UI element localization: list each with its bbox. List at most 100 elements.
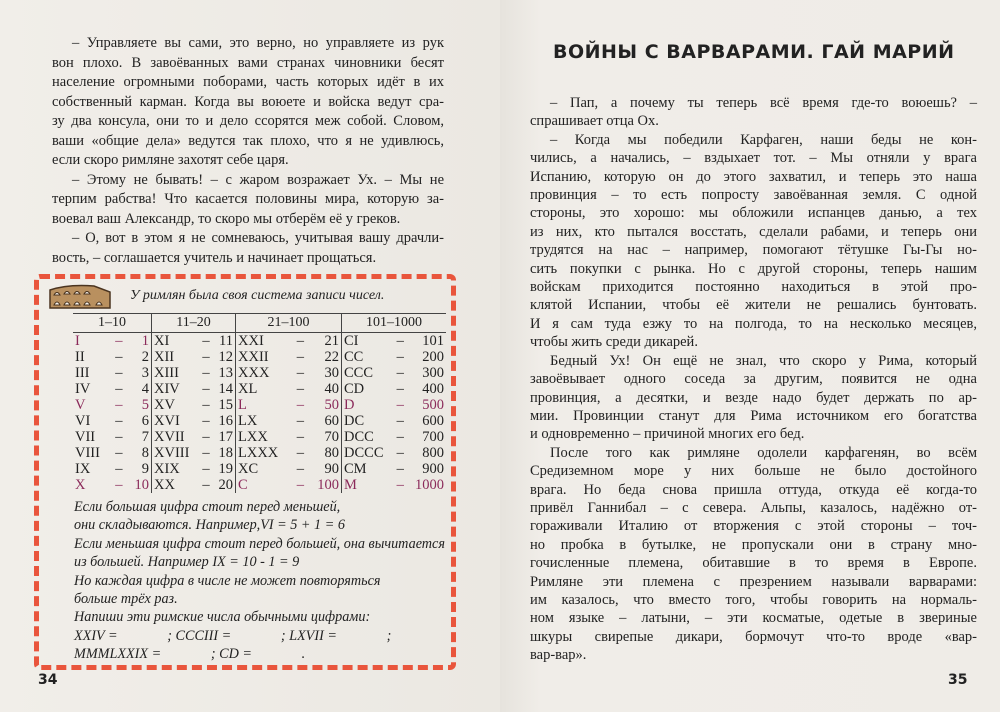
arabic-number: 11	[219, 333, 233, 349]
dash: –	[202, 397, 210, 413]
arabic-number: 9	[141, 461, 149, 477]
roman-numeral: II	[75, 349, 85, 365]
table-row: V –5 XV –15 L –50 D –500	[73, 397, 446, 413]
roman-numeral: LX	[235, 413, 294, 429]
table-row: IV –4 XIV –14 XL –40 CD –400	[73, 381, 446, 397]
text-line: терпим рабства! Что касается половины ми…	[52, 191, 444, 207]
roman-numeral: XC	[235, 461, 294, 477]
text-line: войскам приходится постоянно находиться …	[530, 279, 977, 296]
text-line: И я сам туда езжу то на полгода, то на н…	[530, 315, 977, 332]
roman-numeral: XX	[151, 477, 200, 493]
table-row: III –3 XIII –13 XXX –30 CCC –300	[73, 365, 446, 381]
dash: –	[202, 445, 210, 461]
text-line: гочисленные племена, обитавшие в то врем…	[530, 555, 977, 572]
dash: –	[202, 349, 210, 365]
text-line: собственный карман. Когда вы воюете и во…	[52, 93, 444, 110]
dash: –	[202, 477, 210, 493]
dash: –	[396, 333, 404, 349]
table-row: VII –7 XVII –17 LXX –70 DCC –700	[73, 429, 446, 445]
roman-numeral: IV	[75, 381, 91, 397]
text-line: шкуры свирепые дикари, бормочут что-то в…	[530, 628, 977, 645]
table-header: 21–100	[235, 313, 342, 333]
text-line: После того как римляне одолели карфагеня…	[550, 444, 977, 461]
arabic-number: 14	[218, 381, 234, 397]
text-line: провинция, а десятки, и везде надо будет…	[530, 389, 977, 406]
text-line: Бедный Ух! Он ещё не знал, что скоро у Р…	[550, 352, 977, 369]
arabic-number: 200	[422, 349, 444, 365]
roman-numeral: CD	[340, 381, 394, 397]
arabic-number: 100	[317, 477, 339, 493]
dash: –	[296, 365, 305, 381]
arabic-number: 800	[422, 445, 444, 461]
rule-line: XXIV = ; CCCIII = ; LXVII = ;	[74, 627, 392, 644]
dash: –	[115, 365, 123, 381]
text-line: клятой Испании, чтобы её жители не решал…	[530, 297, 977, 314]
arabic-number: 50	[324, 397, 340, 413]
arabic-number: 8	[141, 445, 149, 461]
dash: –	[115, 349, 123, 365]
arabic-number: 12	[218, 349, 234, 365]
arabic-number: 15	[218, 397, 234, 413]
roman-numeral: XIV	[151, 381, 200, 397]
text-line: стороны, это хорошо: мы обложили испанце…	[530, 205, 977, 222]
arabic-number: 5	[141, 397, 149, 413]
dash: –	[296, 429, 305, 445]
roman-numeral: LXXX	[235, 445, 294, 461]
arabic-number: 40	[324, 381, 340, 397]
roman-numeral: DCC	[340, 429, 394, 445]
roman-numeral: XXX	[235, 365, 294, 381]
roman-numeral: CC	[340, 349, 394, 365]
rule-line: MMMLXXIX = ; CD = .	[74, 646, 306, 663]
text-line: вар-вар».	[530, 647, 587, 664]
text-line: завоёвывает одного соседа за другим, поя…	[530, 371, 977, 388]
dash: –	[115, 477, 123, 493]
arabic-number: 19	[218, 461, 234, 477]
right-page	[500, 0, 1000, 712]
roman-numeral: XIII	[151, 365, 200, 381]
roman-numerals-box	[34, 274, 456, 670]
arabic-number: 70	[324, 429, 340, 445]
text-line: врага. Но беда снова пришла оттуда, отку…	[530, 481, 977, 498]
text-line: трудятся на нас – например, помогают тёт…	[530, 242, 977, 259]
roman-numeral: XII	[151, 349, 200, 365]
text-line: чились, а начались, – вздыхает тот. – Мы…	[530, 150, 977, 167]
text-line: гораживали Италию от вторжения с этой ст…	[530, 518, 977, 535]
arabic-number: 6	[141, 413, 149, 429]
dash: –	[296, 477, 305, 493]
arabic-number: 90	[324, 461, 340, 477]
dash: –	[296, 461, 305, 477]
dash: –	[202, 333, 210, 349]
text-line: Римляне эти племена с презрением называл…	[530, 573, 977, 590]
rule-line: из большей. Например IX = 10 - 1 = 9	[74, 554, 300, 571]
left-body-text: – Управляете вы сами, это верно, но упра…	[52, 34, 444, 268]
arabic-number: 1000	[415, 477, 444, 493]
text-line: – Управляете вы сами, это верно, но упра…	[72, 35, 444, 51]
rule-line: Если большая цифра стоит перед меньшей,	[74, 499, 341, 515]
text-line: – Когда мы победили Карфаген, наши беды …	[550, 131, 977, 148]
text-line: – Пап, а почему ты теперь всё время где-…	[550, 95, 977, 111]
arabic-number: 1	[141, 333, 149, 349]
dash: –	[115, 429, 123, 445]
dash: –	[115, 461, 123, 477]
dash: –	[296, 381, 305, 397]
table-row: X –10 XX –20 C –100 M –1000	[73, 477, 446, 493]
page-number-left: 34	[38, 672, 58, 688]
text-line: население огромными поборами, часть кото…	[52, 74, 444, 90]
arabic-number: 3	[141, 365, 149, 381]
text-line: зу два консула, они то и дело ссорятся м…	[52, 113, 444, 129]
text-line: провинция – то есть попросту завоёванная…	[530, 187, 977, 204]
text-line: но пробка в бутылке, не пропускали они в…	[530, 536, 977, 553]
dash: –	[202, 461, 210, 477]
dash: –	[296, 397, 305, 413]
roman-numeral: XVI	[151, 413, 200, 429]
dash: –	[396, 381, 404, 397]
dash: –	[115, 381, 123, 397]
dash: –	[396, 397, 404, 413]
text-line: спрашивает отца Ох.	[530, 113, 659, 130]
roman-numerals-table: 1–10 11–20 21–100 101–1000 I –1 XI –11 XXI –21 CI…	[73, 313, 446, 493]
roman-numeral: LXX	[235, 429, 294, 445]
arabic-number: 60	[324, 413, 340, 429]
table-header: 11–20	[151, 313, 236, 333]
table-row: IX –9 XIX –19 XC –90 CM –900	[73, 461, 446, 477]
roman-numeral: IX	[75, 461, 91, 477]
